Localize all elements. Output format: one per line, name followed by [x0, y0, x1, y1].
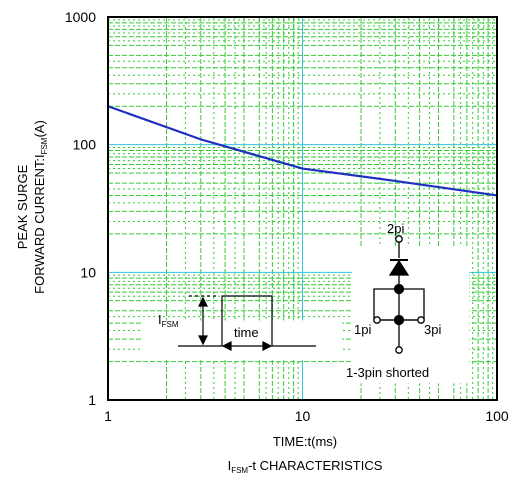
- pin3-terminal: [417, 316, 425, 324]
- pulse-height-arrow-up: [198, 296, 208, 307]
- diode-inset-background: [352, 246, 470, 384]
- pin1-terminal: [373, 316, 381, 324]
- shorted-note: 1-3pin shorted: [346, 365, 429, 380]
- pin-left-label: 1pi: [354, 322, 371, 337]
- y-tick-label: 100: [73, 137, 97, 153]
- y-tick-label: 1000: [65, 9, 96, 25]
- pulse-inset-background: [142, 320, 343, 361]
- pin-top-label: 2pi: [387, 221, 404, 236]
- x-axis-label: TIME:t(ms): [273, 434, 337, 449]
- pulse-inset: [178, 295, 316, 351]
- x-tick-label: 100: [485, 408, 509, 424]
- plot-frame: [107, 16, 498, 401]
- x-tick-label: 1: [104, 408, 112, 424]
- y-tick-labels: 1 10 100 1000: [65, 9, 96, 408]
- y-axis-label-line2: FORWARD CURRENT:IFSM(A): [32, 120, 49, 294]
- pin2-terminal: [395, 235, 403, 243]
- pulse-time-arrow-right: [262, 341, 273, 351]
- surge-curve-line: [107, 105, 498, 197]
- pulse-time-arrow-left: [221, 341, 232, 351]
- pulse-ifsm-label: IFSM: [158, 312, 179, 329]
- pin-right-label: 3pi: [424, 322, 441, 337]
- x-tick-label: 10: [295, 408, 311, 424]
- diode-schematic: [373, 235, 425, 354]
- y-tick-label: 1: [88, 392, 96, 408]
- y-tick-label: 10: [80, 264, 96, 280]
- pulse-time-label: time: [234, 325, 259, 340]
- x-tick-labels: 1 10 100: [104, 408, 509, 424]
- pulse-waveform: [178, 295, 316, 347]
- bottom-terminal: [395, 346, 403, 354]
- pulse-height-arrow-down: [198, 335, 208, 346]
- y-axis-label-line1: PEAK SURGE: [15, 164, 30, 249]
- chart-caption: IFSM-t CHARACTERISTICS: [228, 458, 383, 475]
